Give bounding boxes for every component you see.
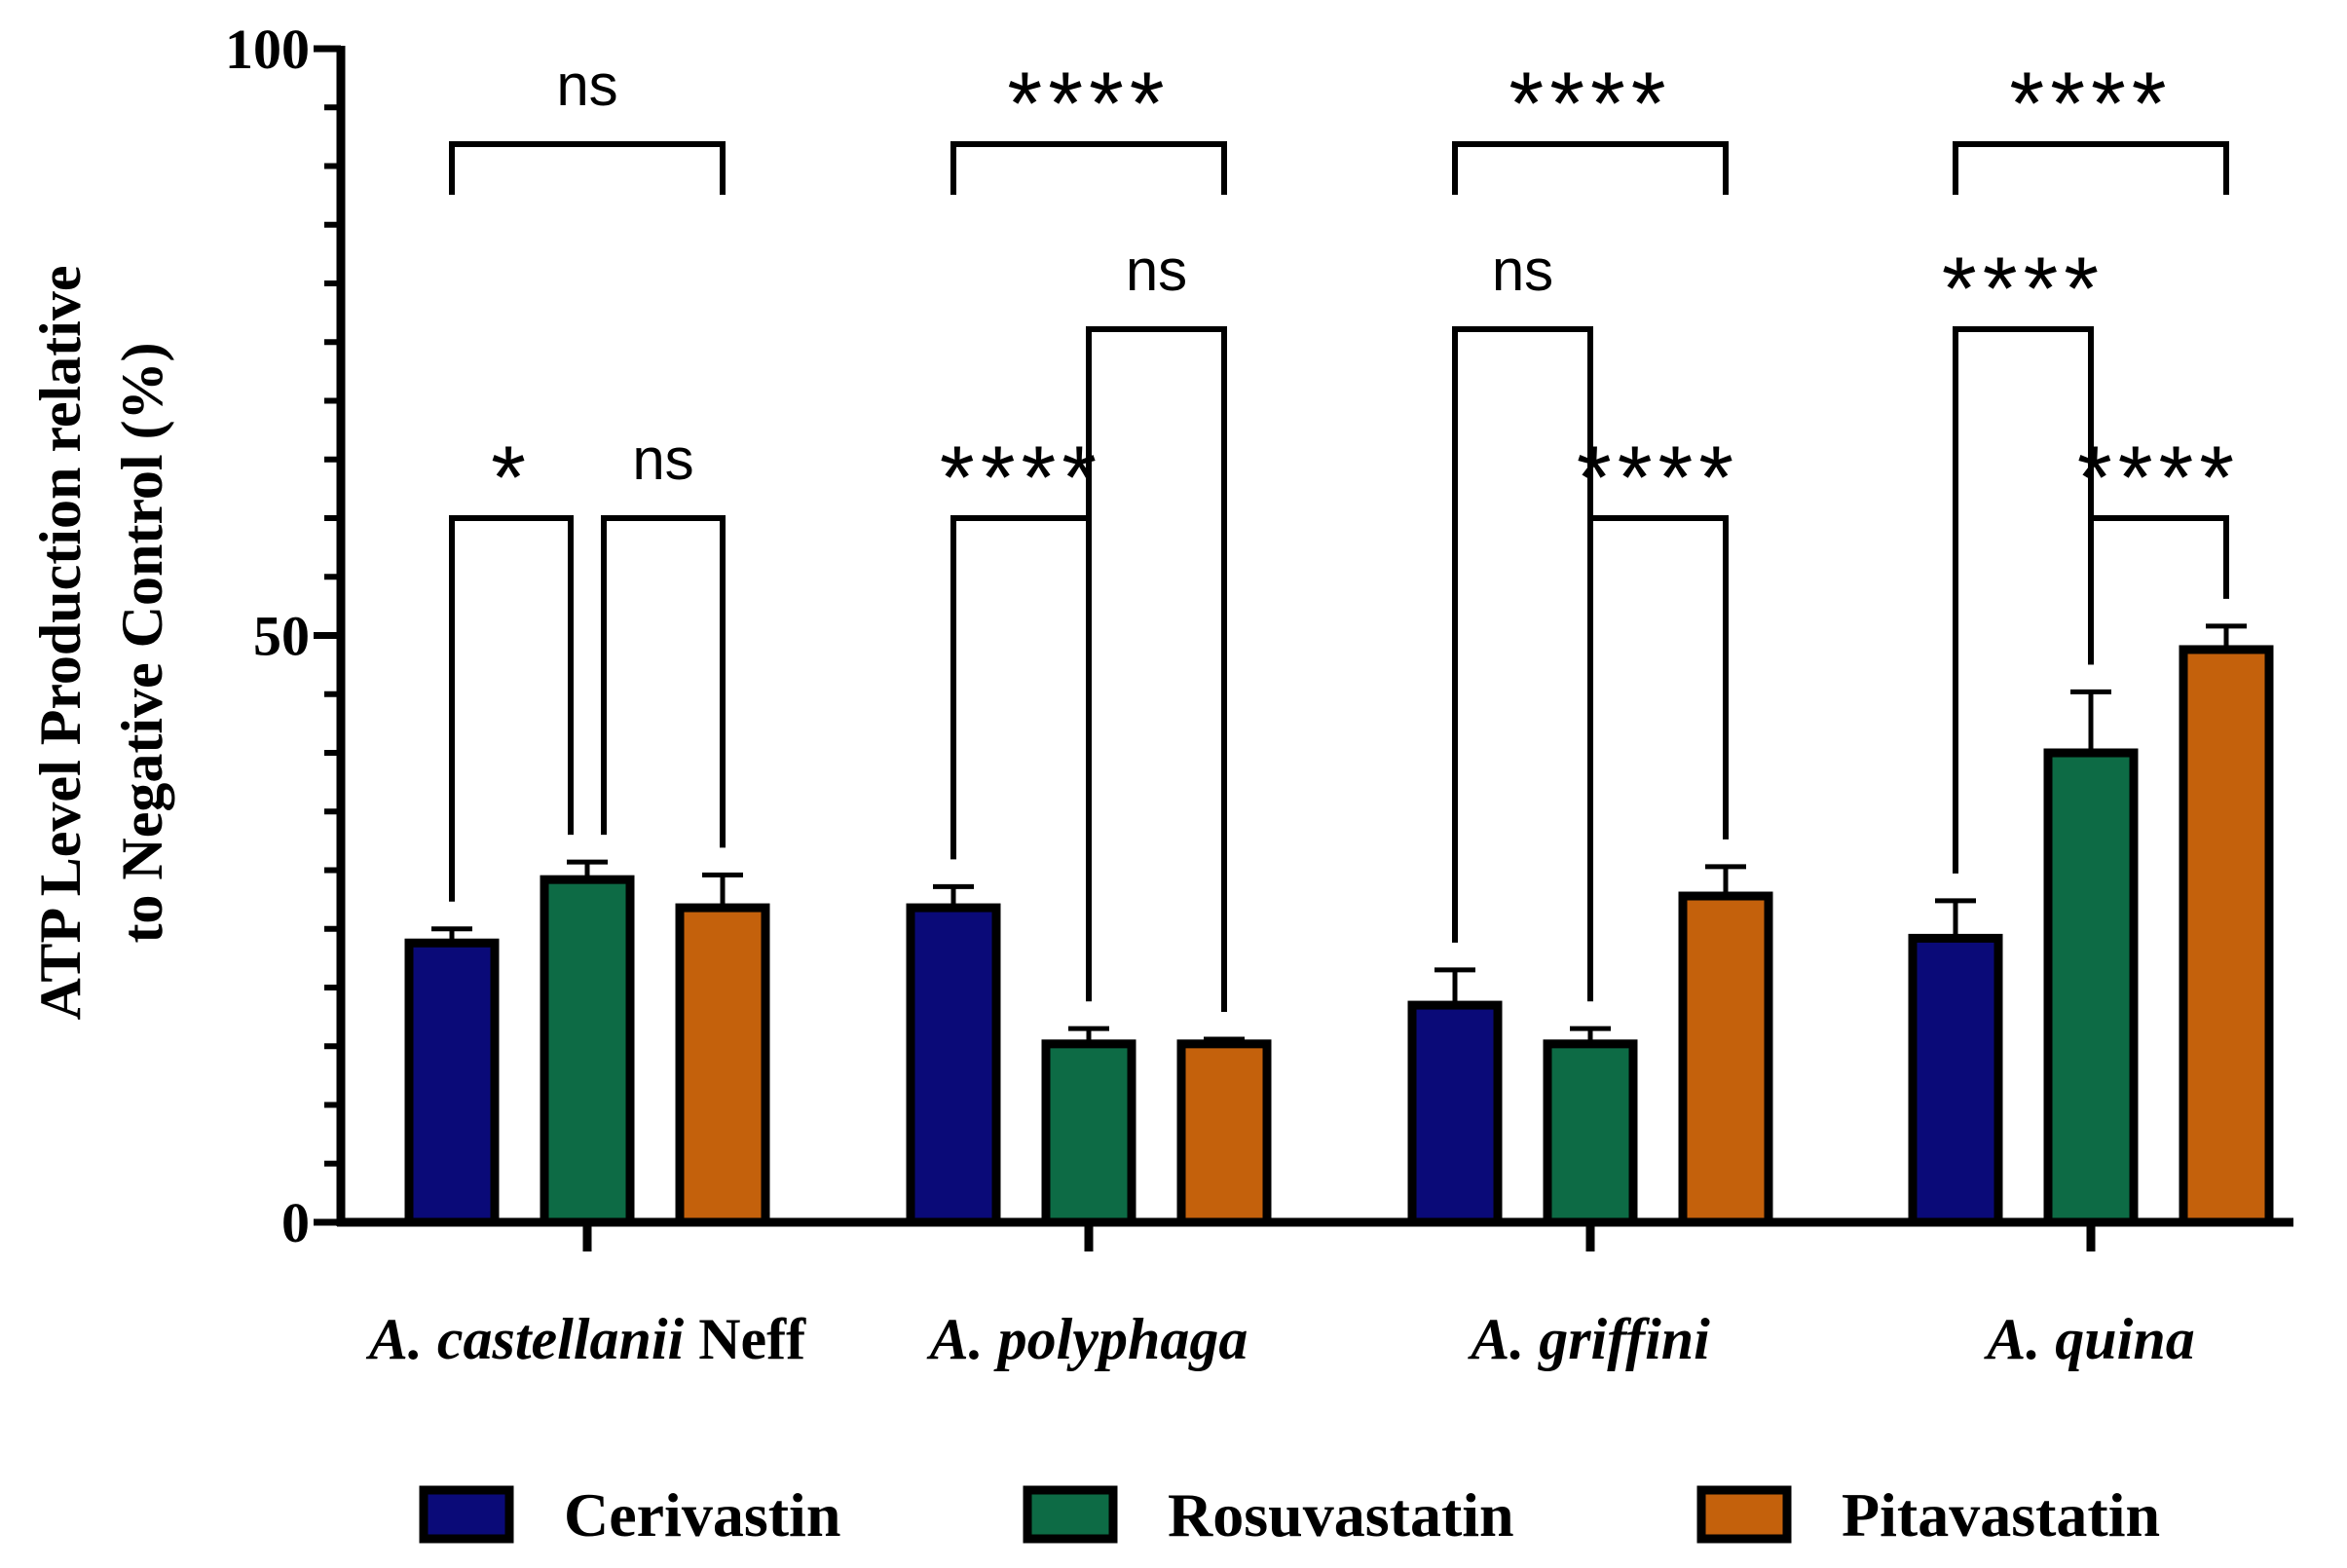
legend-swatch-cerivastin (419, 1485, 514, 1544)
bar-cerivastin (404, 938, 500, 1227)
significance-label: **** (1007, 55, 1170, 154)
bar-cerivastin (1407, 1000, 1503, 1227)
x-group-label-species: A. griffini (1467, 1307, 1710, 1371)
x-group-label-species: A. quina (1983, 1307, 2194, 1371)
legend: Cerivastin Rosuvastatin Pitavastatin (419, 1480, 2160, 1549)
x-group-label: A. quina (1983, 1307, 2194, 1371)
legend-label-pitavastatin: Pitavastatin (1842, 1480, 2160, 1549)
bar-pitavastatin (2179, 645, 2274, 1227)
significance-label: * (491, 429, 532, 528)
significance-bracket (1953, 326, 2094, 874)
bar-rosuvastatin (1543, 1039, 1638, 1227)
significance-label: ns (556, 53, 617, 118)
significance-bracket (1953, 141, 2229, 195)
legend-label-cerivastin: Cerivastin (564, 1480, 840, 1549)
significance-label: **** (940, 429, 1102, 528)
legend-swatch-rosuvastatin (1023, 1485, 1118, 1544)
x-group-label-suffix: Neff (684, 1307, 806, 1371)
y-axis-title-line-2: to Negative Control (%) (110, 342, 174, 943)
x-group-label: A. griffini (1467, 1307, 1710, 1371)
bar-cerivastin (1908, 933, 2003, 1227)
significance-bracket (2088, 515, 2229, 665)
significance-bracket (449, 141, 726, 195)
significance-label: **** (1577, 429, 1739, 528)
significance-bracket (950, 141, 1227, 195)
significance-label: **** (1942, 240, 2105, 339)
bar-rosuvastatin (1041, 1039, 1136, 1227)
significance-bracket (1086, 326, 1227, 1013)
legend-swatch-pitavastatin (1696, 1485, 1792, 1544)
x-group-label-species: A. polyphaga (926, 1307, 1248, 1371)
bar-rosuvastatin (540, 875, 635, 1227)
y-tick-label: 100 (225, 18, 310, 81)
significance-bracket (1452, 141, 1729, 195)
significance-bracket (950, 515, 1092, 1002)
bars (404, 623, 2274, 1227)
significance-bracket (1452, 326, 1593, 1002)
significance-bracket (1587, 515, 1729, 1002)
x-group-label: A. polyphaga (926, 1307, 1248, 1371)
y-axis-title: ATP Level Production relative to Negativ… (28, 266, 174, 1021)
bar-pitavastatin (1678, 891, 1773, 1227)
significance-label: ns (1492, 238, 1553, 303)
significance-label: ns (632, 427, 693, 492)
bar-cerivastin (906, 903, 1001, 1227)
y-axis-title-line-1: ATP Level Production relative (28, 266, 93, 1021)
x-axis-labels: A. castellanii Neff A. polyphaga A. griffi… (365, 1307, 2195, 1371)
significance-label: **** (2077, 429, 2240, 528)
significance-label: **** (1509, 55, 1671, 154)
significance-brackets: ns * ns **** ns **** **** ns **** **** **** **** (449, 53, 2240, 1013)
x-group-label: A. castellanii Neff (365, 1307, 806, 1371)
bar-pitavastatin (1176, 1039, 1272, 1227)
significance-label: ns (1126, 238, 1187, 303)
significance-bracket (601, 515, 726, 848)
significance-label: **** (2009, 55, 2172, 154)
significance-bracket (449, 515, 574, 902)
y-tick-label: 0 (281, 1191, 310, 1254)
legend-label-rosuvastatin: Rosuvastatin (1168, 1480, 1514, 1549)
bar-pitavastatin (675, 903, 770, 1227)
y-tick-label: 50 (253, 605, 310, 668)
x-group-label-species: A. castellanii (365, 1307, 685, 1371)
bar-rosuvastatin (2043, 748, 2139, 1227)
